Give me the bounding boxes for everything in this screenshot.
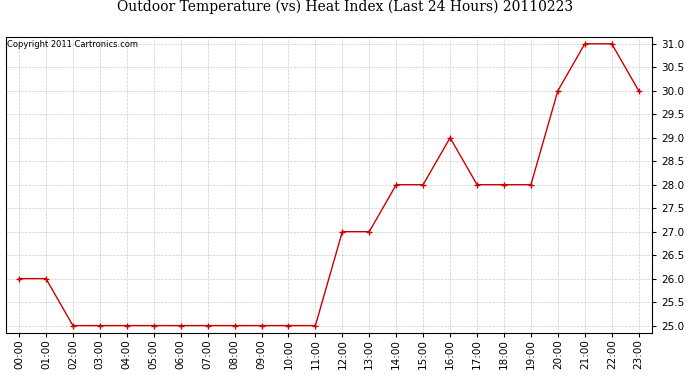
Text: Outdoor Temperature (vs) Heat Index (Last 24 Hours) 20110223: Outdoor Temperature (vs) Heat Index (Las… <box>117 0 573 14</box>
Text: Copyright 2011 Cartronics.com: Copyright 2011 Cartronics.com <box>7 40 138 49</box>
